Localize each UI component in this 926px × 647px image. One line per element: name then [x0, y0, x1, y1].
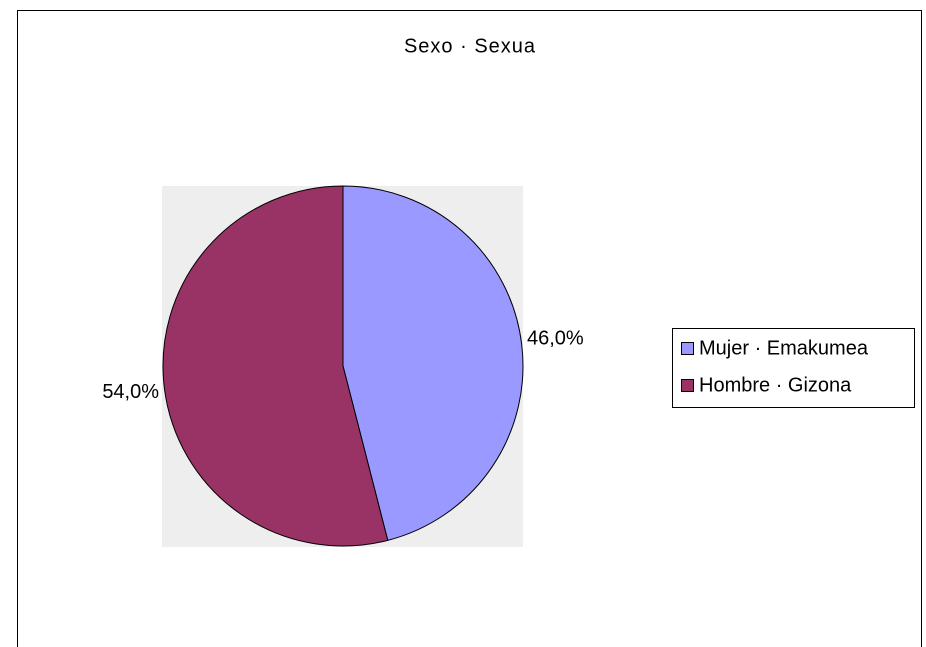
chart-title: Sexo · Sexua	[404, 35, 536, 57]
legend-label: Hombre · Gizona	[699, 374, 852, 396]
legend-label: Mujer · Emakumea	[699, 337, 869, 359]
legend-swatch	[681, 379, 694, 392]
pie-slice	[342, 185, 524, 541]
pie-slice	[162, 185, 389, 547]
data-label: 46,0%	[527, 327, 584, 349]
legend-box	[672, 328, 915, 408]
legend-swatch	[681, 342, 694, 355]
data-label: 54,0%	[102, 381, 159, 403]
